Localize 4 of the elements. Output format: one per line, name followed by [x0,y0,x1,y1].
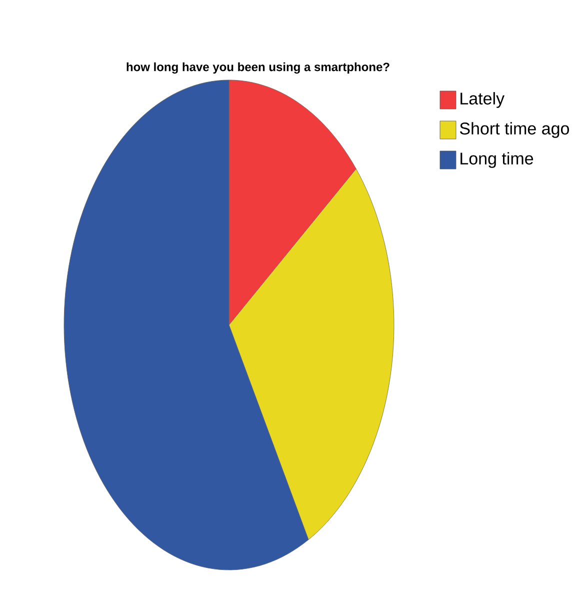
legend-label: Short time ago [460,122,570,138]
legend-label: Long time [460,152,534,168]
chart-title: how long have you been using a smartphone? [126,62,390,74]
legend-label: Lately [460,92,505,108]
